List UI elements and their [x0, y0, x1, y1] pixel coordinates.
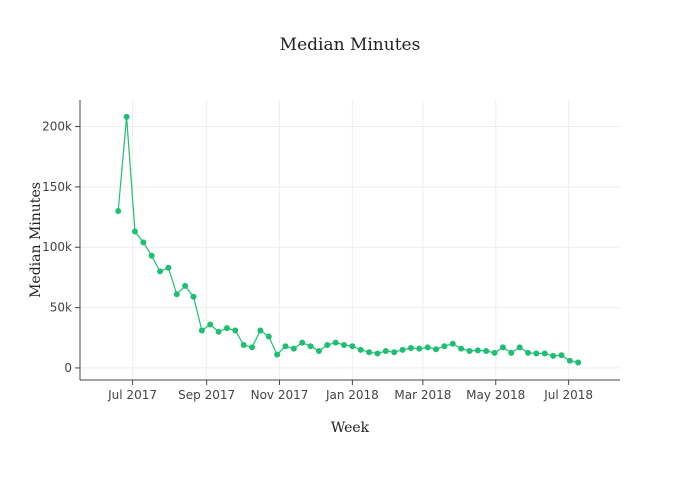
data-point[interactable]	[399, 346, 406, 353]
data-point[interactable]	[550, 352, 557, 359]
data-point[interactable]	[240, 342, 247, 348]
x-tick-label: Jan 2018	[325, 388, 379, 402]
data-point[interactable]	[207, 321, 214, 328]
data-point[interactable]	[407, 345, 414, 352]
data-point[interactable]	[315, 348, 322, 355]
data-point[interactable]	[131, 228, 138, 235]
data-point[interactable]	[558, 352, 565, 359]
data-point[interactable]	[282, 343, 289, 350]
data-point[interactable]	[190, 293, 197, 300]
data-point[interactable]	[299, 339, 306, 346]
data-point[interactable]	[382, 348, 389, 355]
x-axis-title: Week	[331, 420, 370, 436]
x-tick-label: Mar 2018	[394, 388, 451, 402]
data-point[interactable]	[525, 349, 532, 356]
data-point[interactable]	[499, 344, 506, 351]
data-point[interactable]	[508, 349, 515, 356]
data-point[interactable]	[290, 345, 297, 352]
data-point[interactable]	[433, 346, 440, 353]
data-point[interactable]	[232, 327, 239, 334]
data-point[interactable]	[198, 327, 205, 334]
data-point[interactable]	[366, 349, 373, 356]
data-point[interactable]	[341, 342, 348, 348]
data-point[interactable]	[424, 344, 431, 351]
y-tick-label: 50k	[50, 301, 72, 315]
y-axis-title: Median Minutes	[28, 182, 44, 298]
data-point[interactable]	[307, 343, 314, 350]
data-point[interactable]	[140, 239, 147, 246]
y-tick-label: 100k	[42, 240, 72, 254]
grid	[80, 100, 620, 380]
data-point[interactable]	[458, 345, 465, 352]
data-point[interactable]	[575, 359, 582, 366]
series-line	[117, 116, 579, 364]
y-tick-label: 0	[64, 361, 72, 375]
data-point[interactable]	[115, 208, 122, 215]
axes: 0 50k 100k 150k 200k Jul 2017 Sep 2017 Nov 2017…	[42, 100, 620, 402]
data-point[interactable]	[173, 291, 180, 298]
x-tick-label: Jul 2017	[107, 388, 157, 402]
data-point[interactable]	[274, 351, 281, 358]
data-point[interactable]	[324, 342, 331, 348]
y-tick-label: 200k	[42, 120, 72, 134]
data-point[interactable]	[533, 350, 540, 357]
series	[115, 113, 582, 366]
x-tick-label: Jul 2018	[543, 388, 593, 402]
data-point[interactable]	[332, 339, 339, 346]
data-point[interactable]	[223, 325, 230, 332]
data-point[interactable]	[483, 348, 490, 355]
data-point[interactable]	[249, 344, 256, 351]
data-point[interactable]	[123, 113, 130, 120]
data-point[interactable]	[491, 349, 498, 356]
data-point[interactable]	[349, 343, 356, 350]
data-point[interactable]	[416, 345, 423, 352]
x-tick-label: Sep 2017	[178, 388, 235, 402]
data-point[interactable]	[215, 328, 222, 335]
data-point[interactable]	[466, 348, 473, 355]
data-point[interactable]	[516, 344, 523, 351]
data-point[interactable]	[265, 333, 272, 340]
data-point[interactable]	[474, 347, 481, 354]
data-point[interactable]	[157, 268, 164, 275]
data-point[interactable]	[165, 264, 172, 271]
chart-title: Median Minutes	[280, 35, 421, 55]
x-tick-label: Nov 2017	[251, 388, 309, 402]
data-point[interactable]	[541, 350, 548, 357]
data-point[interactable]	[449, 340, 456, 347]
x-tick-label: May 2018	[466, 388, 525, 402]
data-point[interactable]	[391, 349, 398, 356]
data-point[interactable]	[257, 327, 264, 334]
data-point[interactable]	[566, 357, 573, 364]
y-tick-label: 150k	[42, 180, 72, 194]
data-point[interactable]	[441, 343, 448, 350]
data-point[interactable]	[374, 350, 381, 357]
data-point[interactable]	[148, 252, 155, 259]
data-point[interactable]	[357, 346, 364, 353]
data-point[interactable]	[182, 282, 189, 289]
